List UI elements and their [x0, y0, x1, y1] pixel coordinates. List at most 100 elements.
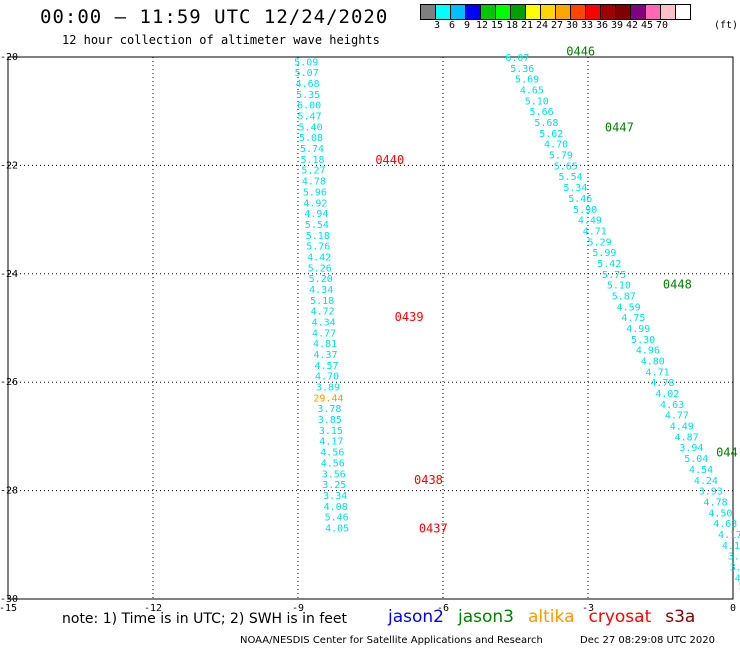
legend-value: 36 — [595, 20, 609, 31]
legend-value: 33 — [580, 20, 594, 31]
time-label: 0448 — [663, 278, 692, 292]
wave-height-value: 5.47 — [298, 112, 322, 123]
wave-height-value: 4.50 — [708, 508, 732, 519]
legend-value: 24 — [535, 20, 549, 31]
y-tick-label: -22 — [0, 160, 18, 171]
wave-height-value: 4.68 — [296, 79, 320, 90]
wave-height-value: 4.59 — [617, 302, 641, 313]
legend-value: 12 — [475, 20, 489, 31]
wave-height-value: 5.36 — [510, 64, 534, 75]
wave-height-value: 3.94 — [679, 443, 703, 454]
wave-height-value: 4.78 — [302, 177, 326, 188]
wave-height-value: 5.04 — [684, 454, 708, 465]
wave-height-value: 5.08 — [299, 133, 323, 144]
time-label: 0437 — [419, 522, 448, 536]
wave-height-value: 4.02 — [655, 389, 679, 400]
wave-height-value: 4.49 — [578, 216, 602, 227]
y-tick-label: -24 — [0, 269, 18, 280]
wave-height-value: 4.34 — [312, 317, 336, 328]
wave-height-value: 4.78 — [650, 378, 674, 389]
wave-height-value: 5.35 — [296, 90, 320, 101]
legend-value: 18 — [505, 20, 519, 31]
color-legend — [420, 4, 691, 20]
wave-height-value: 5.99 — [592, 248, 616, 259]
wave-height-value: 6.07 — [505, 53, 529, 64]
wave-height-value: 4.70 — [315, 372, 339, 383]
x-tick-label: -12 — [144, 603, 162, 614]
wave-height-value: 4. — [735, 573, 740, 584]
legend-value: 42 — [625, 20, 639, 31]
wave-height-value: 5.46 — [568, 194, 592, 205]
wave-height-value: 4.71 — [583, 226, 607, 237]
legend-value: 27 — [550, 20, 564, 31]
wave-height-value: 5.66 — [530, 107, 554, 118]
y-tick-label: -30 — [0, 594, 18, 605]
footer-date: Dec 27 08:29:08 UTC 2020 — [580, 635, 715, 646]
wave-height-value: 4.80 — [641, 357, 665, 368]
wave-height-value: 5.87 — [612, 291, 636, 302]
time-label: 0446 — [566, 45, 595, 59]
wave-height-value: 5.34 — [563, 183, 587, 194]
wave-height-value: 5.18 — [310, 296, 334, 307]
legend-swatch — [675, 4, 691, 20]
x-tick-label: 0 — [730, 603, 736, 614]
wave-height-value: 5.10 — [525, 96, 549, 107]
wave-height-value: 5.40 — [299, 122, 323, 133]
wave-height-value: 4.92 — [303, 198, 327, 209]
time-label: 0438 — [414, 473, 443, 487]
wave-height-value: 3.56 — [322, 469, 346, 480]
wave-height-value: 4.17 — [319, 437, 343, 448]
x-tick-label: -6 — [437, 603, 449, 614]
legend-value: 70 — [655, 20, 669, 31]
time-label: 0447 — [605, 120, 634, 134]
wave-height-value: 4.63 — [660, 400, 684, 411]
wave-height-value: 4.57 — [314, 361, 338, 372]
satellite-label-jason2: jason2 — [388, 607, 444, 627]
wave-height-value: 4.78 — [704, 497, 728, 508]
wave-height-value: 4.96 — [636, 346, 660, 357]
wave-height-value: 5.18 — [306, 231, 330, 242]
wave-height-value: 5.65 — [554, 161, 578, 172]
x-tick-label: -15 — [0, 603, 17, 614]
wave-height-value: 5 — [739, 581, 740, 592]
wave-height-value: 4.63 — [713, 519, 737, 530]
wave-height-value: 5.75 — [602, 270, 626, 281]
wave-height-value: 5.46 — [325, 513, 349, 524]
legend-value: 15 — [490, 20, 504, 31]
wave-height-value: 5.30 — [631, 335, 655, 346]
wave-height-value: 5.54 — [559, 172, 583, 183]
time-label: 0439 — [395, 310, 424, 324]
page-subtitle: 12 hour collection of altimeter wave hei… — [62, 33, 380, 47]
wave-height-value: 3.93 — [699, 487, 723, 498]
wave-height-value: 4.56 — [320, 448, 344, 459]
wave-height-value: 3.15 — [319, 426, 343, 437]
wave-height-value: 3.78 — [317, 404, 341, 415]
time-label: 044 — [716, 446, 738, 460]
wave-height-value: 5.90 — [573, 205, 597, 216]
wave-height-value: 5.76 — [306, 242, 330, 253]
wave-height-value: 5.09 — [294, 57, 318, 68]
wave-height-value: 4.42 — [307, 252, 331, 263]
wave-height-value: 4.24 — [694, 476, 718, 487]
wave-height-value: 4.77 — [665, 411, 689, 422]
wave-height-value: 4.08 — [324, 502, 348, 513]
wave-height-value: 5.27 — [301, 166, 325, 177]
wave-height-value: 4.72 — [311, 307, 335, 318]
time-label: 0440 — [375, 153, 404, 167]
legend-value: 45 — [640, 20, 654, 31]
wave-height-value: 3.25 — [322, 480, 346, 491]
wave-height-value: 4.05 — [325, 523, 349, 534]
wave-height-value: 4.49 — [670, 422, 694, 433]
note-text: note: 1) Time is in UTC; 2) SWH is in fe… — [62, 611, 348, 627]
wave-height-value: 5.74 — [300, 144, 324, 155]
plot-frame — [7, 56, 734, 600]
wave-height-value: 3.85 — [318, 415, 342, 426]
wave-height-value: 3.34 — [323, 491, 347, 502]
x-tick-label: -3 — [582, 603, 594, 614]
wave-height-value: 29.44 — [313, 393, 343, 404]
wave-height-value: 3.8 — [730, 562, 740, 573]
y-tick-label: -28 — [0, 486, 18, 497]
legend-unit: (ft) — [714, 20, 739, 31]
y-tick-label: -26 — [0, 377, 18, 388]
